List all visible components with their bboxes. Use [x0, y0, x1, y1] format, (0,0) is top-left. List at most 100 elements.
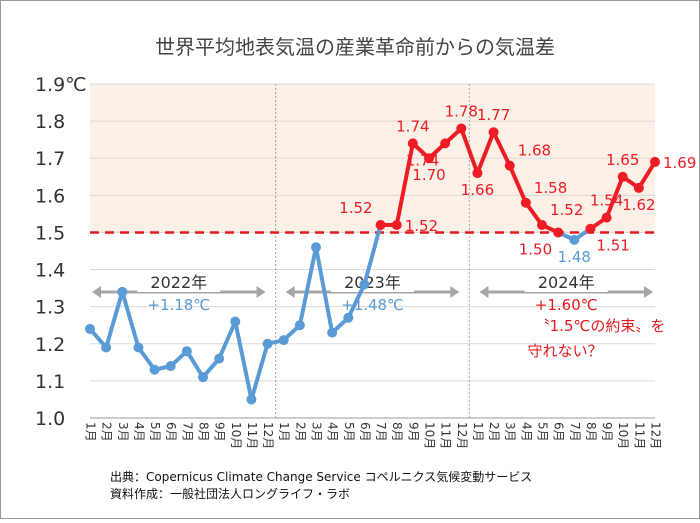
data-label: 1.51 [596, 237, 629, 255]
y-tick-label: 1.0 [35, 408, 65, 430]
series-segment [314, 245, 335, 335]
data-label: 1.62 [622, 196, 655, 214]
data-point [359, 279, 370, 290]
data-point [456, 123, 467, 134]
year-range-arrowhead-left [92, 286, 101, 298]
x-tick-label: 5月 [342, 422, 356, 442]
data-point [343, 312, 354, 323]
data-point [391, 220, 402, 231]
x-tick-label: 6月 [552, 422, 566, 442]
year-label-bg [137, 274, 221, 292]
y-tick-label: 1.4 [35, 260, 65, 282]
x-tick-label: 7月 [180, 422, 194, 442]
data-point [327, 327, 338, 338]
data-point [133, 342, 144, 353]
x-tick-label: 4月 [326, 422, 340, 442]
x-tick-label: 11月 [632, 422, 646, 449]
year-range-arrowhead-right [644, 286, 653, 298]
data-label: 1.77 [477, 106, 510, 124]
x-tick-label: 3月 [503, 422, 517, 442]
y-tick-label: 1.1 [35, 371, 65, 393]
data-point [585, 223, 596, 234]
x-tick-label: 9月 [600, 422, 614, 442]
data-label: 1.66 [461, 181, 494, 199]
year-label-bg [524, 274, 608, 292]
x-tick-label: 6月 [164, 422, 178, 442]
data-label: 1.48 [558, 248, 591, 266]
series-segment [104, 289, 125, 350]
chart-title: 世界平均地表気温の産業革命前からの気温差 [155, 35, 555, 59]
x-tick-label: 3月 [310, 422, 324, 442]
year-label-bg [331, 274, 414, 292]
series-segment [394, 141, 415, 228]
x-tick-label: 10月 [229, 422, 243, 449]
year-label: 2024年 [538, 273, 595, 292]
author-note: 資料作成：一般社団法人ロングライフ・ラボ [110, 486, 350, 501]
data-point [294, 320, 305, 331]
series-segment [346, 282, 367, 320]
data-point [633, 182, 644, 193]
year-label: 2022年 [150, 273, 207, 292]
data-point [214, 353, 225, 364]
data-label: 1.74 [406, 151, 439, 169]
data-point [246, 394, 257, 405]
x-tick-label: 8月 [390, 422, 404, 442]
data-point [472, 168, 483, 179]
x-tick-label: 1月 [277, 422, 291, 442]
data-point [553, 227, 564, 238]
year-range-arrowhead-left [479, 286, 489, 298]
data-label: 1.54 [590, 192, 623, 210]
data-point [230, 316, 241, 327]
data-point [617, 171, 628, 182]
series-segment [604, 174, 625, 220]
year-change-label: +1.60℃ [535, 296, 598, 314]
data-point [278, 335, 289, 346]
x-tick-label: 10月 [616, 422, 630, 449]
series-segment [120, 289, 141, 350]
data-point [440, 138, 451, 149]
data-label: 1.52 [405, 217, 438, 235]
x-tick-label: 11月 [245, 422, 259, 449]
data-point [181, 346, 192, 357]
data-label: 1.65 [606, 151, 639, 169]
data-label: 1.70 [412, 166, 445, 184]
x-tick-label: 1月 [84, 422, 98, 442]
y-tick-label: 1.7 [35, 148, 65, 170]
x-tick-label: 12月 [649, 422, 663, 449]
x-tick-label: 8月 [197, 422, 211, 442]
callout-line-2: 守れない？ [527, 342, 602, 360]
series-segment [636, 159, 657, 190]
data-point [117, 286, 128, 297]
series-segment [217, 319, 238, 361]
data-label: 1.69 [663, 154, 696, 172]
x-tick-label: 1月 [471, 422, 485, 442]
data-point [165, 361, 176, 372]
x-tick-label: 12月 [261, 422, 275, 449]
data-label: 1.52 [339, 199, 372, 217]
year-range-arrowhead-right [450, 286, 460, 298]
series-segment [184, 349, 205, 380]
x-tick-label: 3月 [116, 422, 130, 442]
callout-line-1: 〝1.5℃の約束〟を [535, 317, 666, 335]
x-tick-label: 2月 [293, 422, 307, 442]
data-point [424, 153, 434, 164]
x-tick-label: 11月 [439, 422, 453, 449]
year-range-arrowhead-left [285, 286, 295, 298]
x-tick-label: 8月 [584, 422, 598, 442]
y-tick-label: 1.6 [35, 185, 65, 207]
year-change-label: +1.18℃ [147, 296, 210, 314]
data-label: 1.74 [396, 117, 429, 135]
x-tick-label: 2月 [487, 422, 501, 442]
x-tick-label: 7月 [374, 422, 388, 442]
x-tick-label: 7月 [568, 422, 582, 442]
x-tick-label: 9月 [213, 422, 227, 442]
series-segment [233, 319, 254, 402]
y-tick-label: 1.3 [35, 297, 65, 319]
data-point [488, 127, 499, 138]
series-segment [459, 126, 480, 176]
series-segment [507, 163, 528, 205]
x-tick-label: 6月 [358, 422, 372, 442]
series-segment [297, 245, 318, 328]
data-point [198, 372, 208, 383]
